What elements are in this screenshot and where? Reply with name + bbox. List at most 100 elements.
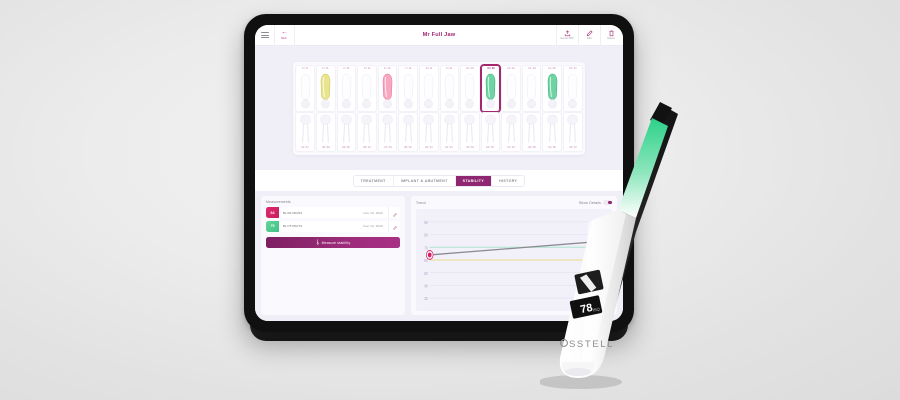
odontogram: 2 / 17 3 / 16 4 / 15 5 / 14 6 / 13 7 / 1… — [292, 61, 586, 155]
tooth-15---27[interactable]: 15 / 27 — [563, 64, 583, 112]
tooth-6---13[interactable]: 6 / 13 — [377, 64, 398, 112]
tooth-21---34[interactable]: 21 / 34 — [501, 111, 521, 152]
tab-implant-abutment[interactable]: IMPLANT & ABUTMENT — [394, 176, 456, 187]
tooth-number-label: 12 / 24 — [507, 66, 515, 70]
edit-button[interactable]: Edit — [578, 25, 600, 46]
tooth-number-label: 24 / 31 — [445, 146, 454, 150]
tooth-2---17[interactable]: 2 / 17 — [295, 64, 315, 112]
tooth-8---11[interactable]: 8 / 11 — [418, 64, 439, 112]
svg-text:30: 30 — [424, 297, 427, 302]
tooth-number-label: 6 / 13 — [384, 66, 391, 70]
tooth-19---36[interactable]: 19 / 36 — [542, 111, 563, 152]
show-details-toggle[interactable] — [603, 200, 612, 205]
tab-history[interactable]: HISTORY — [499, 179, 518, 184]
tooth-number-label: 28 / 44 — [363, 146, 371, 150]
isq-value-badge: 64 — [266, 207, 279, 219]
lower-tooth-icon — [295, 112, 315, 147]
svg-text:40: 40 — [424, 284, 427, 289]
tooth-number-label: 22 / 33 — [486, 146, 495, 150]
tooth-number-label: 21 / 34 — [507, 146, 515, 150]
measurement-edit-button[interactable] — [388, 220, 400, 232]
probe-shadow — [540, 375, 622, 389]
tooth-10---22[interactable]: 10 / 22 — [460, 64, 480, 112]
odontogram-lower-row: 31 / 47 30 / 46 29 / 45 28 / 44 27 / 43 … — [295, 111, 583, 152]
measurement-row[interactable]: 64 BL/64 MD/64 Nov 18, 2020 — [266, 207, 400, 219]
tooth-14---26[interactable]: 14 / 26 — [542, 64, 563, 112]
delete-label: Delete — [607, 37, 616, 41]
show-details-control[interactable]: Show Details — [579, 200, 612, 205]
svg-text:80: 80 — [424, 233, 427, 238]
tooth-18---37[interactable]: 18 / 37 — [563, 111, 583, 152]
menu-button[interactable] — [255, 25, 275, 46]
pencil-edit-icon — [392, 221, 397, 232]
tooth-30---46[interactable]: 30 / 46 — [315, 111, 336, 152]
top-bar-actions: Export PDF Edit De — [556, 25, 623, 46]
odontogram-upper-row: 2 / 17 3 / 16 4 / 15 5 / 14 6 / 13 7 / 1… — [295, 64, 583, 112]
tooth-7---12[interactable]: 7 / 12 — [398, 64, 418, 112]
tooth-26---42[interactable]: 26 / 42 — [398, 111, 418, 152]
top-bar-left-group: ← Back — [255, 25, 295, 46]
lower-tooth-icon — [440, 112, 460, 147]
tooth-number-label: 5 / 14 — [363, 66, 371, 70]
lower-tooth-icon — [357, 112, 377, 147]
trend-header: Trend Show Details — [416, 200, 612, 205]
tooth-number-label: 29 / 45 — [342, 146, 351, 150]
tooth-5---14[interactable]: 5 / 14 — [357, 64, 377, 112]
measurements-header: Measurements — [266, 200, 400, 204]
measurements-panel: Measurements 64 BL/64 MD/64 Nov 18, 2020… — [261, 196, 405, 315]
tablet-screen: ← Back Mr Full Jaw Export PDF — [255, 25, 623, 321]
tab-treatment[interactable]: TREATMENT — [354, 176, 394, 187]
tooth-20---35[interactable]: 20 / 35 — [521, 111, 542, 152]
upper-tooth-icon — [378, 70, 398, 112]
tooth-number-label: 19 / 36 — [548, 146, 557, 150]
tooth-13---25[interactable]: 13 / 25 — [521, 64, 542, 112]
probe-base — [561, 362, 595, 376]
upper-tooth-icon — [563, 70, 583, 112]
back-button[interactable]: ← Back — [275, 25, 295, 46]
upper-tooth-icon — [357, 70, 377, 112]
measurement-name: BL/64 MD/64 — [283, 210, 303, 215]
probe-brand: SSTELL — [560, 339, 614, 350]
tooth-3---16[interactable]: 3 / 16 — [315, 64, 336, 112]
show-details-label: Show Details — [578, 200, 601, 205]
measurement-date: Dec 10, 2020 — [363, 224, 383, 229]
upper-tooth-icon — [522, 70, 542, 112]
tooth-11---23[interactable]: 11 / 23 — [480, 64, 501, 112]
trend-panel: Trend Show Details 90 80 70 60 50 40 30 — [411, 196, 617, 315]
tooth-number-label: 31 / 47 — [301, 146, 309, 150]
measurement-name: BL/75 MD/76 — [283, 224, 303, 229]
upper-tooth-icon — [337, 70, 357, 112]
tooth-27---43[interactable]: 27 / 43 — [377, 111, 398, 152]
upper-tooth-icon — [542, 70, 562, 112]
export-pdf-button[interactable]: Export PDF — [556, 25, 578, 46]
tab-stability[interactable]: STABILITY — [455, 176, 493, 187]
tooth-31---47[interactable]: 31 / 47 — [295, 111, 315, 152]
tooth-12---24[interactable]: 12 / 24 — [501, 64, 521, 112]
tooth-24---31[interactable]: 24 / 31 — [439, 111, 460, 152]
svg-text:90: 90 — [424, 221, 427, 226]
measurement-row[interactable]: 75 BL/75 MD/76 Dec 10, 2020 — [266, 220, 400, 232]
tab-bar: TREATMENT IMPLANT & ABUTMENT STABILITY HIST… — [352, 175, 526, 188]
measure-stability-button[interactable]: Measure stability — [266, 237, 400, 249]
svg-text:60: 60 — [424, 259, 427, 264]
tooth-9---21[interactable]: 9 / 21 — [439, 64, 460, 112]
probe-brand-label: SSTELL — [569, 339, 614, 350]
tooth-number-label: 27 / 43 — [383, 146, 392, 150]
tooth-22---33[interactable]: 22 / 33 — [480, 111, 501, 152]
tooth-28---44[interactable]: 28 / 44 — [357, 111, 377, 152]
tooth-23---32[interactable]: 23 / 32 — [460, 111, 480, 152]
tooth-number-label: 8 / 11 — [425, 66, 432, 70]
export-pdf-label: Export PDF — [560, 37, 575, 41]
tooth-number-label: 13 / 25 — [527, 66, 536, 70]
measurement-edit-button[interactable] — [388, 207, 400, 219]
tooth-25---41[interactable]: 25 / 41 — [418, 111, 439, 152]
delete-button[interactable]: Delete — [600, 25, 622, 46]
tooth-29---45[interactable]: 29 / 45 — [336, 111, 357, 152]
page-title: Mr Full Jaw — [422, 32, 456, 38]
upper-tooth-icon — [316, 70, 336, 112]
tooth-number-label: 9 / 21 — [446, 66, 453, 70]
svg-text:70: 70 — [424, 246, 427, 251]
trend-title: Trend — [416, 200, 426, 205]
tooth-4---15[interactable]: 4 / 15 — [336, 64, 357, 112]
lower-tooth-icon — [501, 112, 521, 147]
